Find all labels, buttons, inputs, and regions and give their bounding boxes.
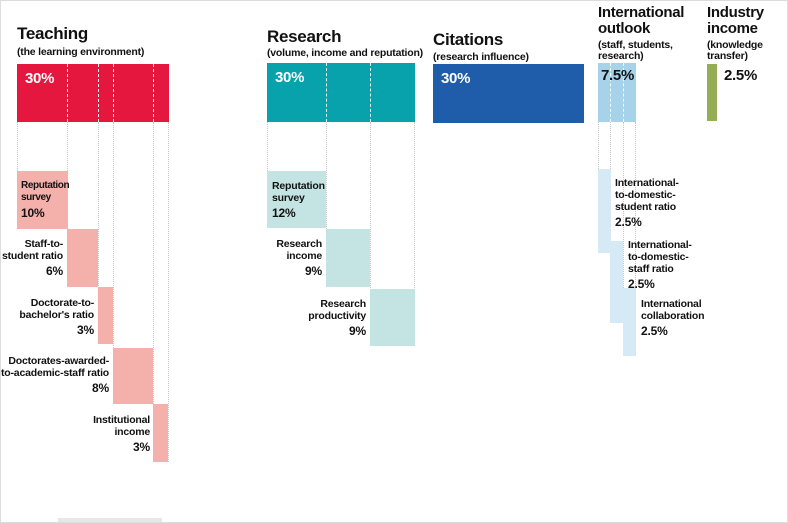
teaching-reputation-label: Reputation survey 10%: [21, 180, 70, 220]
bar-divider: [370, 63, 371, 122]
teaching-main-bar: [17, 64, 169, 122]
international-student-ratio-bar: [598, 169, 611, 253]
bar-divider: [153, 64, 154, 122]
label-pct: 8%: [92, 381, 109, 395]
industry-subtitle: (knowledge transfer): [707, 39, 763, 62]
teaching-staff-student-bar: [67, 229, 98, 287]
citations-title: Citations: [433, 30, 504, 49]
international-weight: 7.5%: [601, 67, 634, 84]
bar-divider: [113, 64, 114, 122]
label-text: International-to-domestic-staff ratio: [628, 239, 692, 275]
guide-line: [267, 122, 268, 171]
research-reputation-bar: [267, 171, 326, 228]
label-text: International collaboration: [641, 298, 705, 322]
label-pct: 3%: [133, 440, 150, 454]
international-staff-ratio-bar: [610, 241, 623, 323]
label-text: Research productivity: [308, 298, 366, 322]
label-pct: 2.5%: [641, 324, 668, 338]
industry-weight: 2.5%: [724, 67, 757, 84]
teaching-title: Teaching: [17, 24, 88, 43]
bottom-strip: [58, 518, 162, 522]
citations-main-bar: [433, 64, 584, 123]
label-pct: 9%: [305, 264, 322, 278]
label-pct: 2.5%: [628, 277, 655, 291]
guide-line: [623, 122, 624, 356]
label-pct: 3%: [77, 323, 94, 337]
teaching-weight: 30%: [25, 70, 55, 87]
bar-divider: [623, 63, 624, 122]
label-pct: 2.5%: [615, 215, 642, 229]
guide-line: [168, 122, 169, 462]
label-text: Institutional income: [93, 414, 150, 438]
bar-divider: [610, 63, 611, 122]
label-text: Reputation survey: [21, 180, 70, 203]
research-title: Research: [267, 27, 342, 46]
label-text: Doctorates-awarded-to-academic-staff rat…: [1, 355, 110, 379]
bar-divider: [98, 64, 99, 122]
industry-title: Industry income: [707, 4, 764, 37]
research-productivity-bar: [370, 289, 415, 346]
guide-line: [98, 122, 99, 344]
guide-line: [414, 122, 415, 346]
teaching-staff-student-label: Staff-to-student ratio 6%: [1, 238, 63, 277]
teaching-doctorates-awarded-label: Doctorates-awarded-to-academic-staff rat…: [1, 355, 109, 394]
teaching-reputation-bar: [17, 171, 68, 229]
label-pct: 9%: [349, 324, 366, 338]
research-weight: 30%: [275, 69, 305, 86]
international-collaboration-label: International collaboration 2.5%: [641, 298, 716, 337]
research-productivity-label: Research productivity 9%: [286, 298, 366, 337]
research-income-bar: [326, 229, 370, 287]
teaching-institutional-income-label: Institutional income 3%: [80, 414, 150, 453]
industry-main-bar: [707, 64, 717, 121]
guide-line: [153, 122, 154, 462]
label-text: Staff-to-student ratio: [2, 238, 63, 262]
bar-divider: [326, 63, 327, 122]
citations-weight: 30%: [441, 70, 471, 87]
research-income-label: Research income 9%: [252, 238, 322, 277]
guide-line: [326, 122, 327, 287]
citations-subtitle: (research influence): [433, 51, 529, 63]
guide-line: [17, 122, 18, 171]
research-subtitle: (volume, income and reputation): [267, 47, 423, 59]
label-text: International-to-domestic-student ratio: [615, 177, 679, 213]
research-reputation-label: Reputation survey 12%: [272, 180, 327, 219]
teaching-subtitle: (the learning environment): [17, 46, 145, 58]
label-pct: 6%: [46, 264, 63, 278]
guide-line: [113, 122, 114, 404]
label-pct: 12%: [272, 206, 296, 220]
label-pct: 10%: [21, 206, 45, 220]
teaching-doctorate-bachelor-bar: [98, 287, 113, 344]
research-main-bar: [267, 63, 415, 122]
label-text: Doctorate-to-bachelor's ratio: [19, 297, 94, 321]
teaching-doctorate-bachelor-label: Doctorate-to-bachelor's ratio 3%: [1, 297, 94, 336]
label-text: Research income: [276, 238, 322, 262]
international-student-ratio-label: International-to-domestic-student ratio …: [615, 177, 687, 228]
guide-line: [635, 122, 636, 356]
bar-divider: [67, 64, 68, 122]
international-title: International outlook: [598, 4, 685, 37]
international-main-bar: [598, 63, 636, 122]
guide-line: [370, 122, 371, 346]
international-collaboration-bar: [623, 288, 636, 356]
teaching-doctorates-awarded-bar: [113, 348, 153, 404]
label-text: Reputation survey: [272, 180, 325, 204]
international-staff-ratio-label: International-to-domestic-staff ratio 2.…: [628, 239, 700, 290]
teaching-institutional-income-bar: [153, 404, 168, 462]
international-subtitle: (staff, students, research): [598, 39, 673, 62]
